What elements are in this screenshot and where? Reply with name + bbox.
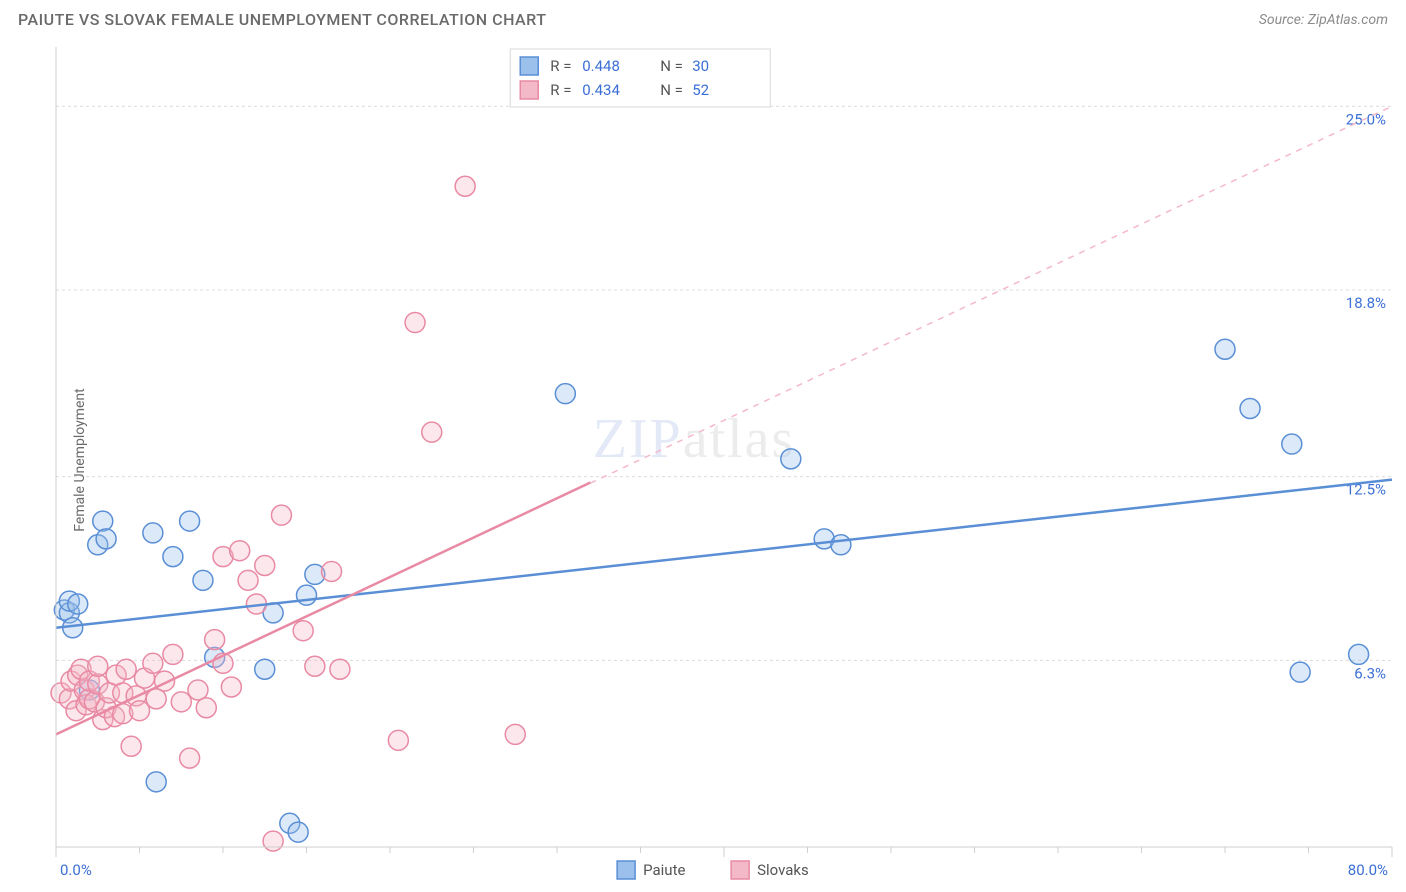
legend-r-label: R =: [550, 57, 571, 75]
data-point: [831, 535, 851, 555]
series-legend-label: Paiute: [643, 861, 685, 879]
x-max-label: 80.0%: [1348, 861, 1388, 879]
trend-line: [56, 480, 1392, 628]
data-point: [1240, 398, 1260, 418]
data-point: [405, 313, 425, 333]
data-point: [505, 724, 525, 744]
data-point: [322, 561, 342, 581]
legend-r-value: 0.434: [582, 81, 620, 99]
y-tick-label: 6.3%: [1354, 664, 1386, 682]
data-point: [163, 644, 183, 664]
data-point: [116, 659, 136, 679]
legend-n-label: N =: [660, 57, 683, 75]
chart-title: PAIUTE VS SLOVAK FEMALE UNEMPLOYMENT COR…: [18, 10, 546, 29]
data-point: [781, 449, 801, 469]
y-tick-label: 18.8%: [1346, 294, 1386, 312]
chart-header: PAIUTE VS SLOVAK FEMALE UNEMPLOYMENT COR…: [0, 0, 1406, 35]
data-point: [297, 585, 317, 605]
legend-swatch: [520, 81, 538, 99]
data-point: [1215, 339, 1235, 359]
data-point: [205, 630, 225, 650]
data-point: [196, 698, 216, 718]
data-point: [121, 736, 141, 756]
data-point: [271, 505, 291, 525]
data-point: [388, 730, 408, 750]
data-point: [255, 556, 275, 576]
data-point: [1290, 662, 1310, 682]
data-point: [146, 772, 166, 792]
data-point: [293, 621, 313, 641]
data-point: [130, 701, 150, 721]
data-point: [171, 692, 191, 712]
data-point: [180, 748, 200, 768]
series-legend-swatch: [731, 861, 749, 879]
data-point: [163, 547, 183, 567]
data-point: [263, 831, 283, 851]
correlation-legend: [510, 49, 770, 107]
data-point: [555, 384, 575, 404]
watermark: ZIPatlas: [593, 408, 796, 470]
data-point: [96, 529, 116, 549]
data-point: [238, 570, 258, 590]
data-point: [68, 594, 88, 614]
data-point: [330, 659, 350, 679]
chart-container: Female Unemployment 6.3%12.5%18.8%25.0%Z…: [0, 35, 1406, 885]
legend-swatch: [520, 57, 538, 75]
trend-line: [56, 483, 590, 735]
data-point: [1282, 434, 1302, 454]
y-axis-label: Female Unemployment: [72, 388, 88, 532]
data-point: [180, 511, 200, 531]
data-point: [1349, 644, 1369, 664]
legend-n-value: 30: [692, 57, 709, 75]
data-point: [230, 541, 250, 561]
data-point: [221, 677, 241, 697]
legend-n-value: 52: [692, 81, 709, 99]
data-point: [188, 680, 208, 700]
source-name: ZipAtlas.com: [1308, 12, 1388, 28]
x-min-label: 0.0%: [60, 861, 92, 879]
data-point: [422, 422, 442, 442]
data-point: [193, 570, 213, 590]
data-point: [305, 656, 325, 676]
data-point: [93, 511, 113, 531]
data-point: [455, 176, 475, 196]
chart-source: Source: ZipAtlas.com: [1259, 12, 1388, 28]
source-prefix: Source:: [1259, 12, 1308, 28]
series-legend-swatch: [617, 861, 635, 879]
data-point: [255, 659, 275, 679]
legend-r-label: R =: [550, 81, 571, 99]
scatter-chart: 6.3%12.5%18.8%25.0%ZIPatlas0.0%80.0%R =0…: [0, 35, 1406, 885]
data-point: [143, 653, 163, 673]
data-point: [288, 822, 308, 842]
legend-n-label: N =: [660, 81, 683, 99]
trend-line-extrapolated: [590, 106, 1392, 483]
series-legend-label: Slovaks: [757, 861, 809, 879]
legend-r-value: 0.448: [582, 57, 620, 75]
data-point: [143, 523, 163, 543]
data-point: [88, 656, 108, 676]
